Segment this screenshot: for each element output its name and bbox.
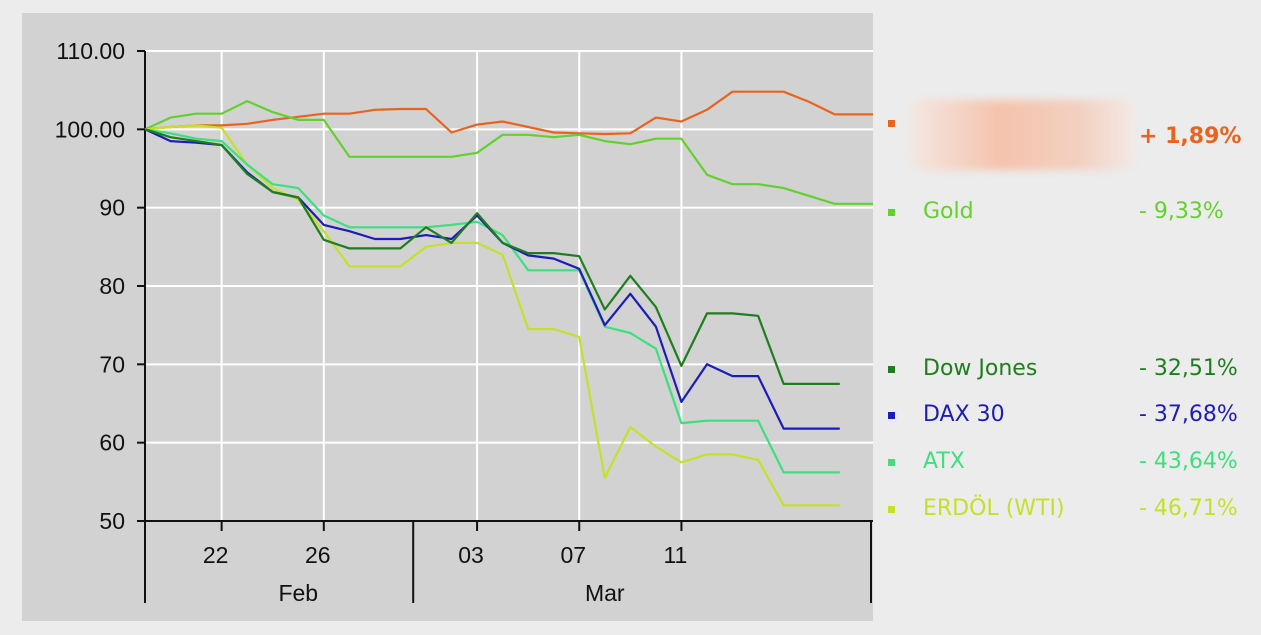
x-tick-label: 11 xyxy=(663,542,687,568)
legend-item-oil: ERDÖL (WTI) - 46,71% xyxy=(880,494,1261,534)
chart-panel: 110.00 100.00 90 80 70 60 50 22 26 03 07 11 Feb Mar xyxy=(22,13,873,621)
y-tick-label: 60 xyxy=(99,430,125,456)
blurred-series-name xyxy=(910,100,1135,170)
legend-item-atx: ATX - 43,64% xyxy=(880,447,1261,487)
legend-value-oil: - 46,71% xyxy=(1139,496,1238,521)
y-tick-label: 80 xyxy=(99,273,125,299)
month-label: Mar xyxy=(585,580,625,606)
series-line-dow xyxy=(144,128,840,385)
legend-item-blurred: + 1,89% xyxy=(880,100,1261,170)
legend-value-blurred: + 1,89% xyxy=(1139,124,1242,149)
legend-value-dow: - 32,51% xyxy=(1139,356,1238,381)
y-tick-label: 90 xyxy=(99,195,125,221)
x-tick-label: 22 xyxy=(203,542,229,568)
legend-item-gold: Gold - 9,33% xyxy=(880,197,1261,237)
legend-marker xyxy=(888,459,895,466)
series-line-oil xyxy=(144,124,840,507)
legend-marker xyxy=(888,412,895,419)
legend-item-dax: DAX 30 - 37,68% xyxy=(880,400,1261,440)
legend-label-oil: ERDÖL (WTI) xyxy=(923,496,1065,521)
y-tick-label: 100.00 xyxy=(55,116,125,142)
series-line-atx xyxy=(144,128,840,474)
legend-marker xyxy=(888,120,895,127)
series-line-gold xyxy=(144,99,873,205)
legend-label-gold: Gold xyxy=(923,199,974,224)
legend-label-atx: ATX xyxy=(923,449,965,474)
x-tick-label: 26 xyxy=(305,542,331,568)
y-tick-label: 70 xyxy=(99,351,125,377)
legend-value-atx: - 43,64% xyxy=(1139,449,1238,474)
x-tick-label: 07 xyxy=(560,542,586,568)
x-tick-label: 03 xyxy=(458,542,484,568)
legend-label-dax: DAX 30 xyxy=(923,402,1005,427)
legend-marker xyxy=(888,366,895,373)
y-tick-label: 110.00 xyxy=(56,38,125,64)
legend-value-gold: - 9,33% xyxy=(1139,199,1224,224)
legend-item-dow: Dow Jones - 32,51% xyxy=(880,354,1261,394)
series-line-blurred xyxy=(144,90,873,136)
line-chart: 110.00 100.00 90 80 70 60 50 22 26 03 07 11 Feb Mar xyxy=(55,38,873,606)
month-label: Feb xyxy=(278,580,318,606)
legend-value-dax: - 37,68% xyxy=(1139,402,1238,427)
legend-label-dow: Dow Jones xyxy=(923,356,1038,381)
legend: + 1,89% Gold - 9,33% Dow Jones - 32,51% … xyxy=(880,0,1261,635)
legend-marker xyxy=(888,506,895,513)
legend-marker xyxy=(888,209,895,216)
y-tick-label: 50 xyxy=(99,508,125,534)
